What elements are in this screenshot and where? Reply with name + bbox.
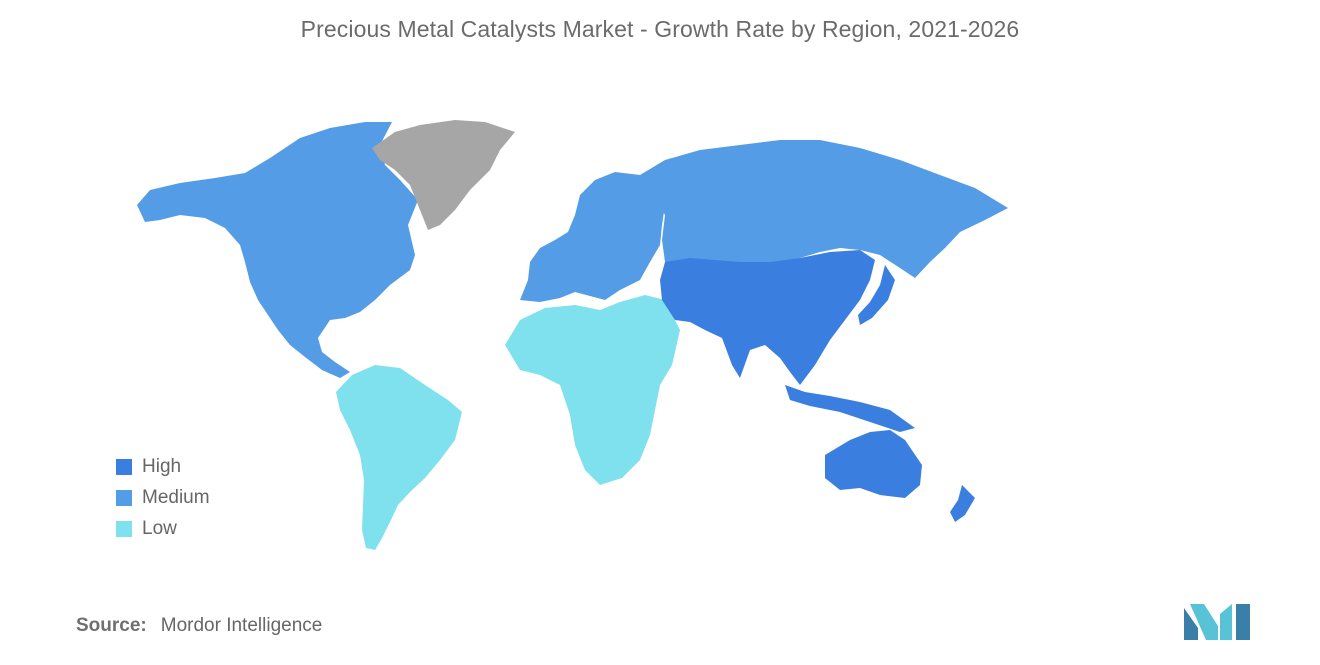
region-new-zealand [950,485,975,522]
source-line: Source: Mordor Intelligence [76,615,322,637]
logo-shape-right-a [1220,604,1232,640]
source-value: Mordor Intelligence [160,615,323,636]
region-australia [825,430,922,498]
region-russia [640,140,1008,278]
region-europe [520,172,665,302]
region-greenland [372,120,515,230]
legend-label-medium: Medium [142,486,210,508]
logo-shape-right-b [1236,604,1250,640]
region-middle-east-africa [505,295,680,485]
mordor-intelligence-logo [1184,604,1250,640]
legend-swatch-high [116,458,132,475]
legend-swatch-low [116,520,132,537]
region-north-america [137,122,418,378]
world-map [137,120,1008,550]
legend-swatch-medium [116,489,132,506]
legend-item-medium: Medium [116,482,210,513]
chart-title: Precious Metal Catalysts Market - Growth… [300,16,1020,42]
region-se-asia-islands [785,385,915,432]
legend-item-high: High [116,451,210,482]
logo-shape-left [1184,608,1198,640]
legend-item-low: Low [116,513,210,544]
region-japan [858,265,895,325]
region-south-america [336,365,462,550]
legend: High Medium Low [116,451,210,544]
source-label: Source: [76,615,147,636]
legend-label-low: Low [142,517,177,539]
region-asia-pacific [660,250,875,385]
logo-shape-mid [1190,604,1218,640]
legend-label-high: High [142,455,182,477]
